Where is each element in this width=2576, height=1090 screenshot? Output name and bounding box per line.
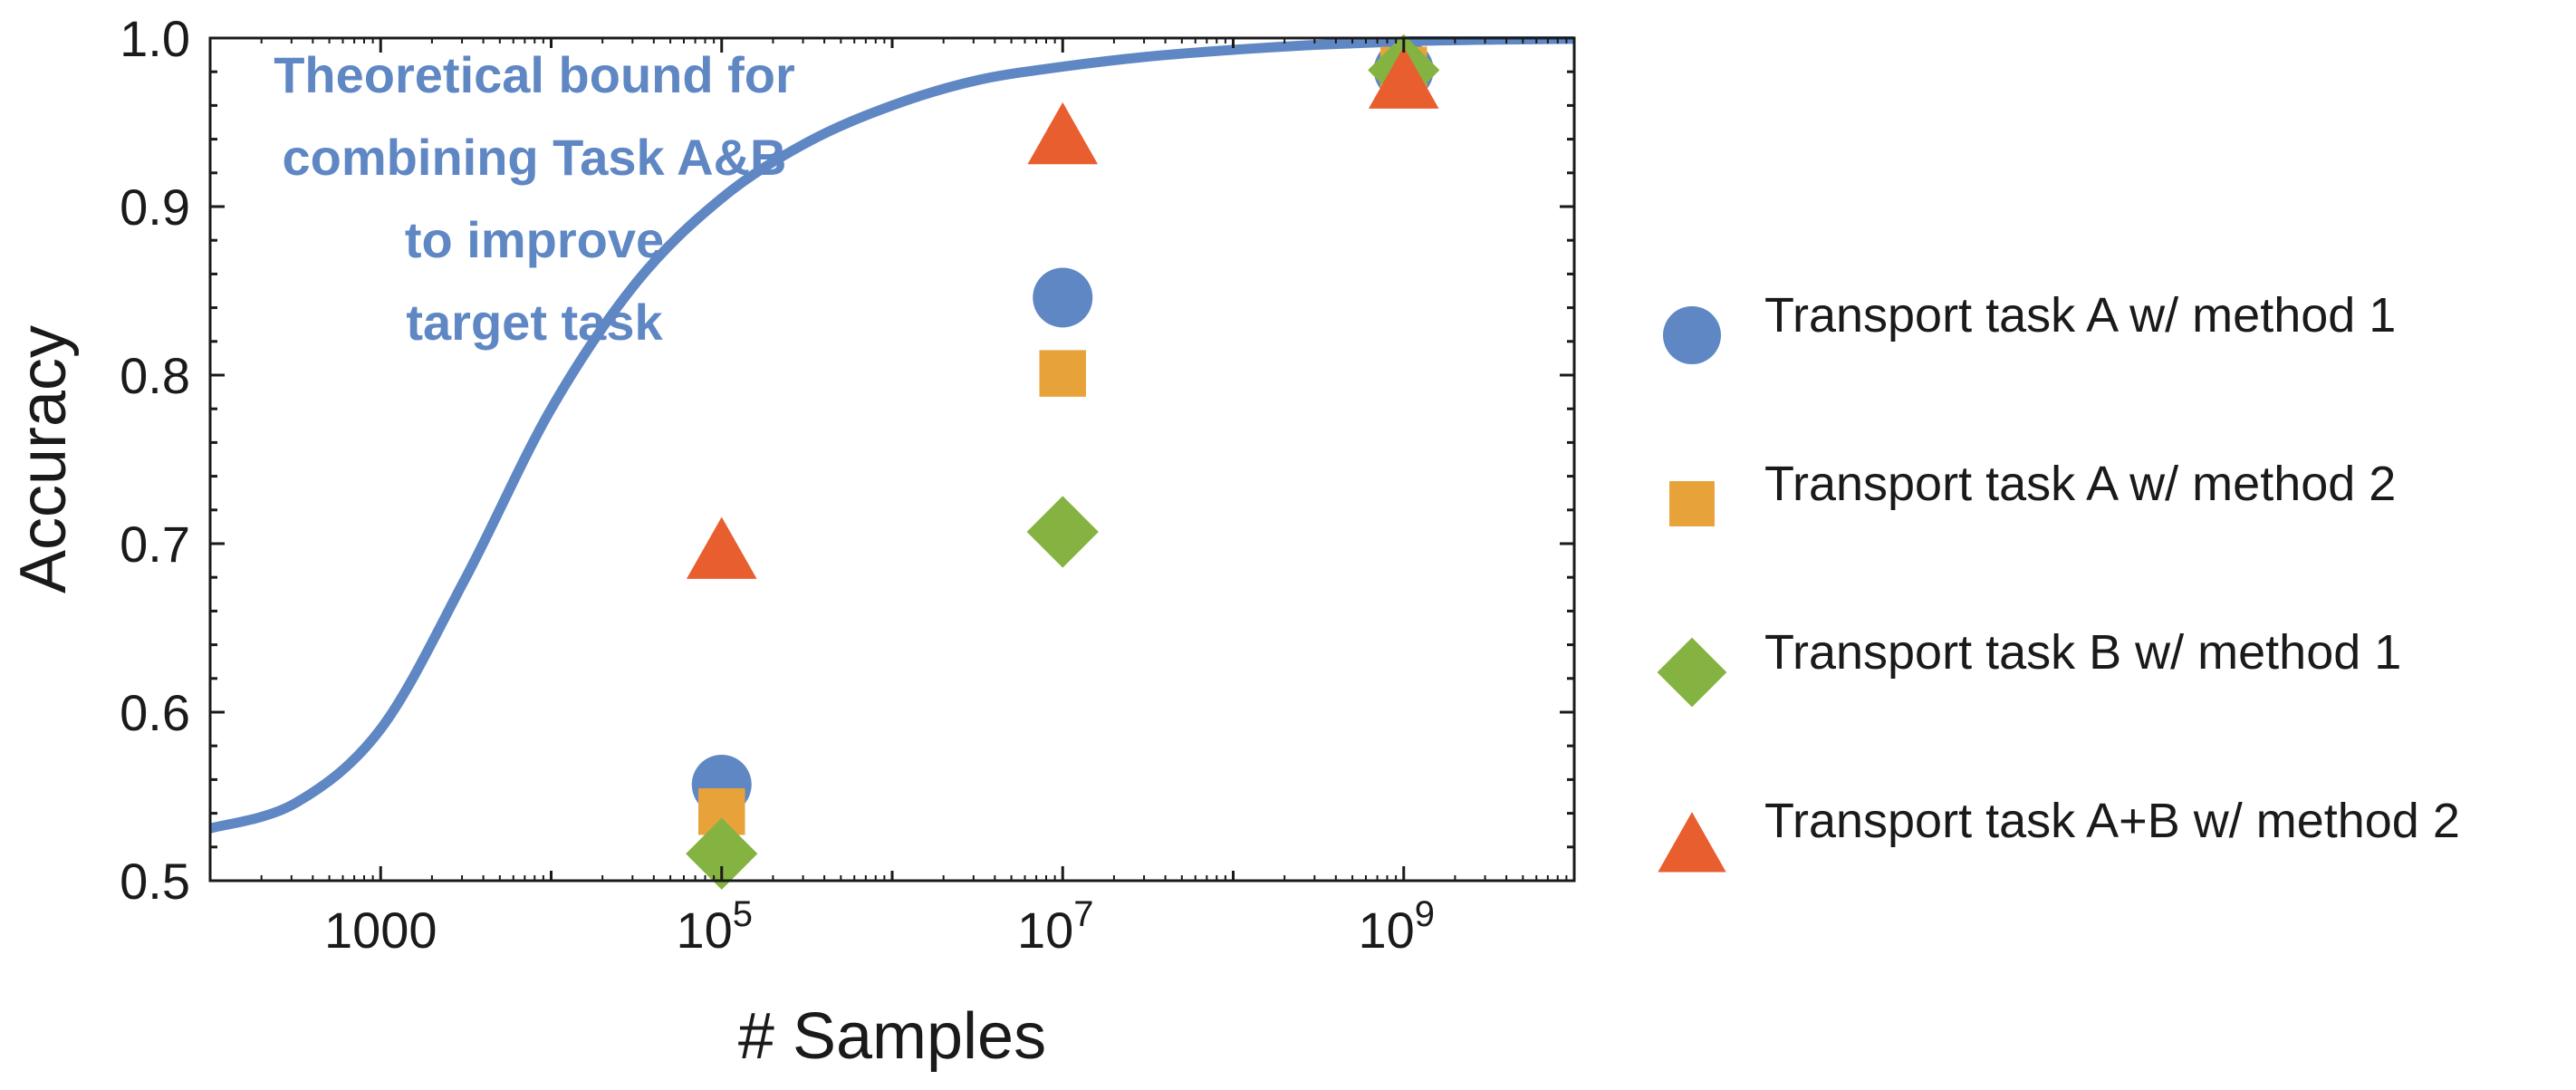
y-axis-label: Accuracy — [7, 325, 80, 593]
data-points-layer — [686, 34, 1440, 890]
x-tick-label: 109 — [1358, 894, 1435, 959]
x-tick-label: 107 — [1017, 894, 1094, 959]
y-tick-label: 0.9 — [120, 178, 190, 236]
legend-item: Transport task B w/ method 1 — [1657, 625, 2401, 708]
legend-marker-square — [1669, 481, 1715, 526]
annotation-layer: Theoretical bound for combining Task A&B t… — [274, 46, 795, 351]
x-axis-label: # Samples — [738, 1000, 1046, 1073]
theoretical-curve-layer — [210, 36, 1574, 834]
x-tick-label: 1000 — [324, 902, 437, 959]
y-tick-label: 0.5 — [120, 853, 190, 910]
legend-label: Transport task A+B w/ method 2 — [1764, 794, 2460, 848]
data-point-triangle — [1368, 46, 1439, 109]
legend-marker-circle — [1663, 306, 1721, 364]
theoretical-bound-curve — [210, 36, 1574, 834]
data-point-triangle — [686, 516, 757, 579]
legend-item: Transport task A w/ method 2 — [1669, 457, 2396, 526]
legend-label: Transport task A w/ method 1 — [1764, 288, 2396, 342]
annotation-line: target task — [406, 294, 663, 351]
data-point-diamond — [1026, 496, 1099, 568]
data-point-diamond — [686, 817, 758, 890]
data-point-circle — [1033, 267, 1093, 328]
y-tick-label: 1.0 — [120, 10, 190, 67]
y-tick-label: 0.8 — [120, 347, 190, 404]
axes-layer — [208, 36, 1576, 883]
legend: Transport task A w/ method 1 Transport ta… — [1657, 288, 2460, 873]
annotation-line: combining Task A&B — [283, 129, 787, 186]
data-point-square — [1039, 350, 1086, 397]
axis-labels-layer: 0.5 0.6 0.7 0.8 0.9 1.0 1000 105 107 109 # Samples… — [7, 10, 1435, 1073]
x-tick-label: 105 — [676, 894, 753, 959]
annotation-line: Theoretical bound for — [274, 46, 795, 103]
legend-item: Transport task A+B w/ method 2 — [1658, 794, 2460, 873]
legend-label: Transport task A w/ method 2 — [1764, 457, 2396, 511]
y-tick-label: 0.6 — [120, 684, 190, 741]
legend-item: Transport task A w/ method 1 — [1663, 288, 2396, 364]
data-point-triangle — [1027, 101, 1099, 165]
legend-marker-diamond — [1657, 637, 1727, 708]
annotation-line: to improve — [405, 211, 664, 268]
legend-marker-triangle — [1658, 812, 1726, 873]
y-tick-label: 0.7 — [120, 516, 190, 573]
legend-label: Transport task B w/ method 1 — [1764, 625, 2401, 680]
